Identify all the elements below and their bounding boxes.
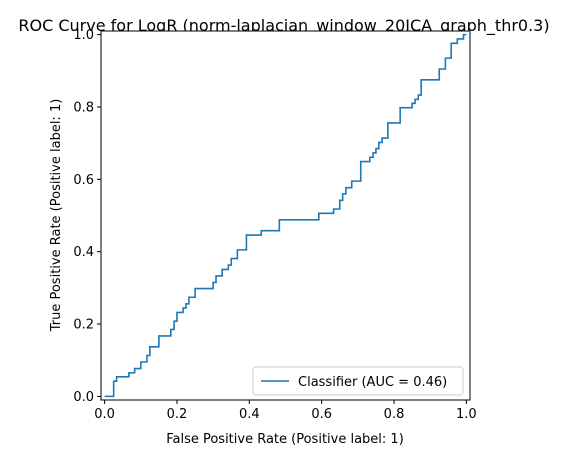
x-axis: 0.0 0.2 0.4 0.6 0.8 1.0 [94, 400, 477, 422]
x-tick-label: 0.4 [239, 407, 260, 422]
x-tick-label: 0.0 [94, 407, 115, 422]
y-tick-label: 1.0 [73, 28, 94, 43]
x-tick-label: 0.8 [384, 407, 405, 422]
x-tick-label: 0.2 [167, 407, 188, 422]
y-tick-label: 0.6 [73, 173, 94, 188]
legend-box [252, 366, 464, 396]
plot-frame [100, 30, 471, 401]
y-tick-label: 0.2 [73, 318, 94, 333]
y-tick-label: 0.0 [73, 390, 94, 405]
y-tick-label: 0.8 [73, 100, 94, 115]
roc-curve-line [104, 33, 467, 398]
y-axis: 0.0 0.2 0.4 0.6 0.8 1.0 [73, 28, 101, 405]
x-axis-label: False Positive Rate (Positive label: 1) [166, 432, 404, 447]
legend: Classifier (AUC = 0.46) [252, 366, 464, 396]
x-tick-label: 1.0 [456, 407, 477, 422]
x-tick-label: 0.6 [311, 407, 332, 422]
y-tick-label: 0.4 [73, 245, 94, 260]
plot-area: 0.0 0.2 0.4 0.6 0.8 1.0 0.0 0.2 0.4 0.6 0.8 1.0 [73, 28, 476, 422]
legend-entry-classifier: Classifier (AUC = 0.46) [298, 375, 447, 390]
y-axis-label: True Positive Rate (Positive label: 1) [49, 99, 64, 333]
